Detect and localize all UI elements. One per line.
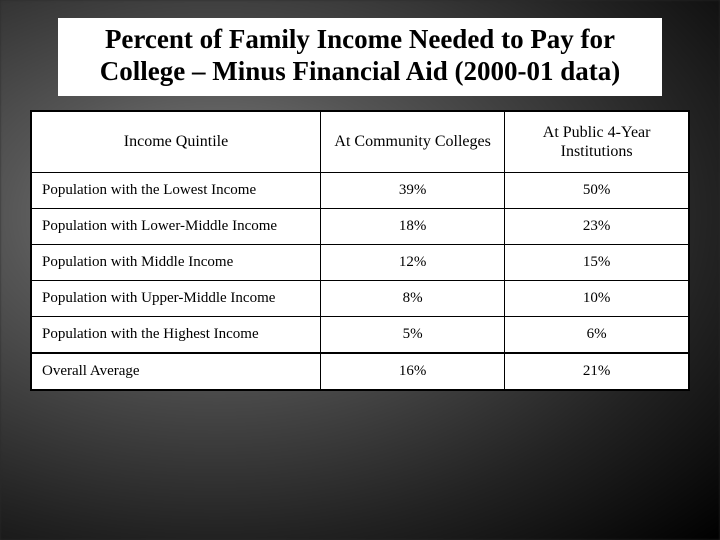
row-label: Population with the Lowest Income (31, 173, 321, 209)
row-cc: 39% (321, 173, 505, 209)
row-cc: 12% (321, 245, 505, 281)
row-label: Population with Upper-Middle Income (31, 281, 321, 317)
row-label: Overall Average (31, 353, 321, 390)
table-header-row: Income Quintile At Community Colleges At… (31, 111, 689, 173)
row-label: Population with Lower-Middle Income (31, 209, 321, 245)
table-row: Population with Lower-Middle Income 18% … (31, 209, 689, 245)
table-row: Population with Upper-Middle Income 8% 1… (31, 281, 689, 317)
row-cc: 16% (321, 353, 505, 390)
row-p4: 15% (505, 245, 689, 281)
title-block: Percent of Family Income Needed to Pay f… (58, 18, 662, 96)
col-header-quintile: Income Quintile (31, 111, 321, 173)
col-header-community: At Community Colleges (321, 111, 505, 173)
slide-content: Percent of Family Income Needed to Pay f… (0, 0, 720, 540)
row-p4: 10% (505, 281, 689, 317)
row-p4: 6% (505, 317, 689, 354)
row-p4: 23% (505, 209, 689, 245)
col-header-public4yr: At Public 4-Year Institutions (505, 111, 689, 173)
slide-title: Percent of Family Income Needed to Pay f… (70, 24, 650, 88)
table-row: Population with Middle Income 12% 15% (31, 245, 689, 281)
row-p4: 50% (505, 173, 689, 209)
table-row: Overall Average 16% 21% (31, 353, 689, 390)
row-label: Population with Middle Income (31, 245, 321, 281)
row-cc: 18% (321, 209, 505, 245)
income-table: Income Quintile At Community Colleges At… (30, 110, 690, 391)
row-p4: 21% (505, 353, 689, 390)
row-cc: 8% (321, 281, 505, 317)
table-row: Population with the Highest Income 5% 6% (31, 317, 689, 354)
row-cc: 5% (321, 317, 505, 354)
table-row: Population with the Lowest Income 39% 50… (31, 173, 689, 209)
row-label: Population with the Highest Income (31, 317, 321, 354)
